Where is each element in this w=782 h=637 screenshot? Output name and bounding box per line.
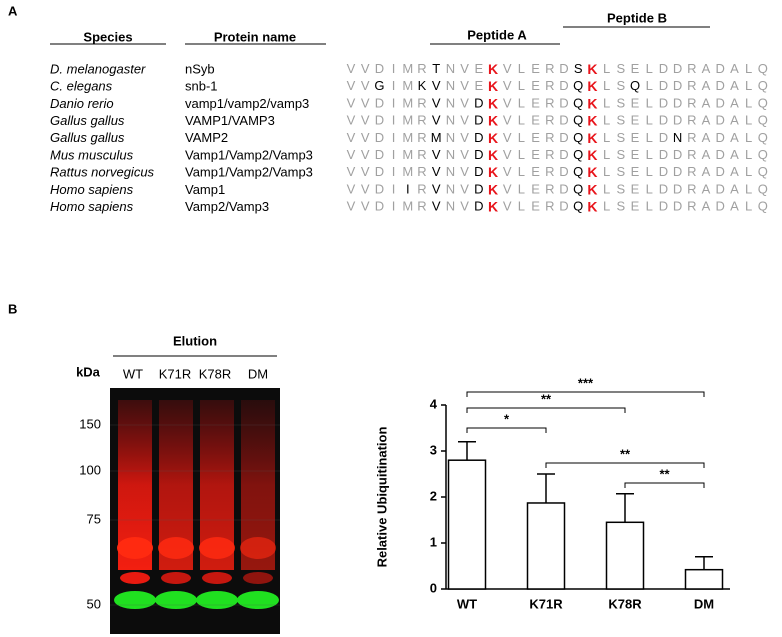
x-tick-label: K78R bbox=[608, 596, 642, 611]
panel-label: B bbox=[8, 301, 17, 316]
protein-name: snb-1 bbox=[185, 79, 218, 94]
blot-band bbox=[117, 537, 153, 559]
x-tick-label: DM bbox=[694, 596, 714, 611]
blot-band bbox=[240, 537, 276, 559]
blot-band bbox=[120, 572, 150, 584]
species: Gallus gallus bbox=[50, 113, 125, 128]
blot-band bbox=[199, 537, 235, 559]
significance-label: * bbox=[504, 411, 510, 426]
species: Homo sapiens bbox=[50, 182, 134, 197]
species: C. elegans bbox=[50, 79, 113, 94]
blot-title: Elution bbox=[173, 333, 217, 348]
bar bbox=[526, 502, 566, 590]
significance-label: ** bbox=[541, 391, 552, 406]
protein-name: Vamp1/Vamp2/Vamp3 bbox=[185, 165, 313, 180]
significance-bracket bbox=[466, 427, 547, 433]
species: Homo sapiens bbox=[50, 199, 134, 214]
blot-band bbox=[202, 572, 232, 584]
panel-label: A bbox=[8, 3, 18, 18]
lane-label: K78R bbox=[199, 366, 232, 381]
header: Species bbox=[83, 29, 132, 44]
header: Peptide A bbox=[467, 27, 527, 42]
protein-name: vamp1/vamp2/vamp3 bbox=[185, 96, 309, 111]
species: Gallus gallus bbox=[50, 130, 125, 145]
protein-name: VAMP1/VAMP3 bbox=[185, 113, 275, 128]
blot-band bbox=[161, 572, 191, 584]
significance-label: *** bbox=[578, 375, 594, 390]
y-axis-label: Relative Ubiquitination bbox=[374, 427, 389, 568]
x-tick-label: K71R bbox=[529, 596, 563, 611]
marker-label: 75 bbox=[87, 511, 101, 526]
species: Mus musculus bbox=[50, 147, 134, 162]
blot-band bbox=[243, 572, 273, 584]
x-tick-label: WT bbox=[457, 596, 477, 611]
lane-label: WT bbox=[123, 366, 143, 381]
y-tick-label: 3 bbox=[430, 442, 437, 457]
significance-bracket bbox=[466, 407, 626, 413]
significance-bracket bbox=[624, 482, 705, 488]
bar bbox=[447, 459, 487, 590]
marker-label: 100 bbox=[79, 462, 101, 477]
significance-bracket bbox=[545, 462, 705, 468]
blot-band bbox=[155, 591, 197, 609]
blot-band bbox=[114, 591, 156, 609]
blot-band bbox=[158, 537, 194, 559]
y-tick-label: 2 bbox=[430, 488, 437, 503]
lane-label: DM bbox=[248, 366, 268, 381]
protein-name: nSyb bbox=[185, 61, 215, 76]
marker-label: 50 bbox=[87, 596, 101, 611]
protein-name: Vamp2/Vamp3 bbox=[185, 199, 269, 214]
header: Protein name bbox=[214, 29, 296, 44]
lane-label: K71R bbox=[159, 366, 192, 381]
protein-name: Vamp1 bbox=[185, 182, 225, 197]
header: Peptide B bbox=[607, 10, 667, 25]
significance-label: ** bbox=[659, 466, 670, 481]
bar bbox=[684, 568, 724, 590]
significance-bracket bbox=[466, 391, 705, 397]
blot-band bbox=[237, 591, 279, 609]
blot-band bbox=[196, 591, 238, 609]
species: D. melanogaster bbox=[50, 61, 146, 76]
protein-name: VAMP2 bbox=[185, 130, 228, 145]
protein-name: Vamp1/Vamp2/Vamp3 bbox=[185, 147, 313, 162]
marker-label: 150 bbox=[79, 416, 101, 431]
species: Rattus norvegicus bbox=[50, 165, 155, 180]
species: Danio rerio bbox=[50, 96, 114, 111]
y-tick-label: 0 bbox=[430, 580, 437, 595]
y-tick-label: 4 bbox=[430, 396, 438, 411]
blot-unit: kDa bbox=[76, 364, 101, 379]
significance-label: ** bbox=[620, 446, 631, 461]
y-tick-label: 1 bbox=[430, 534, 437, 549]
bar bbox=[605, 521, 645, 590]
